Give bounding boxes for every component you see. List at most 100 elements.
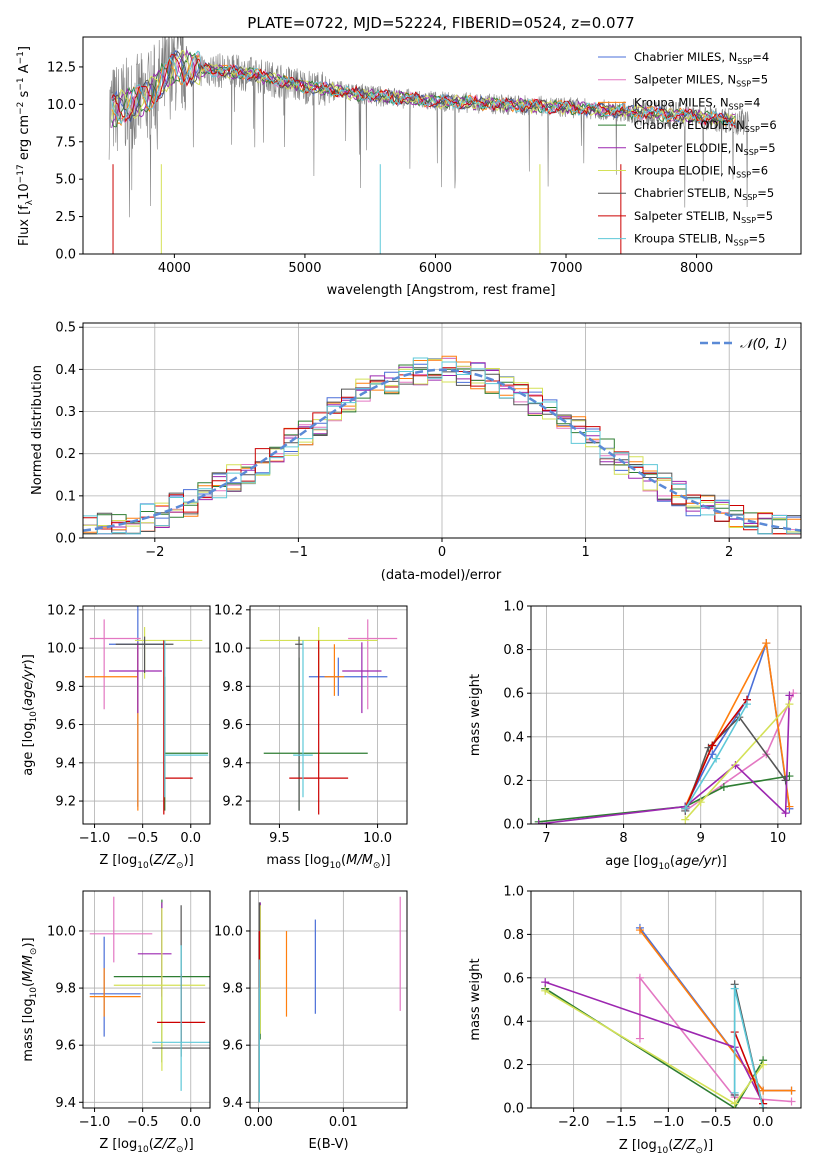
data-point xyxy=(712,754,721,763)
plot-area xyxy=(250,891,407,1108)
x-tick-label: 5000 xyxy=(288,261,321,276)
data-point xyxy=(708,750,717,759)
y-tick-label: 9.6 xyxy=(222,718,243,733)
plot-area xyxy=(83,891,210,1108)
y-tick-label: 9.6 xyxy=(222,1039,243,1054)
label-part: )] xyxy=(717,854,727,869)
data-point xyxy=(762,639,771,648)
legend-label: 𝒩(0, 1) xyxy=(740,337,787,352)
label-part: 10 xyxy=(29,987,39,999)
label-part: 10 xyxy=(29,711,39,723)
label-part: ( xyxy=(21,706,36,711)
y-tick-label: 9.2 xyxy=(222,795,243,810)
panel-5: −1.0 −0.5 0.09.49.69.810.0Z [log10(Z/Z⊙)]m… xyxy=(21,890,211,1155)
legend-label: Kroupa ELODIE, NSSP=6 xyxy=(634,164,768,180)
data-point xyxy=(759,1086,768,1095)
y-tick-label: 9.4 xyxy=(55,756,76,771)
y-tick-label: 0.2 xyxy=(503,1058,524,1073)
axes-frame xyxy=(82,322,802,539)
label-part: )] xyxy=(184,1137,194,1152)
panel-7: −2.0 −1.5 −1.0 −0.5 0.0 0.0 0.2 0.4 0.6 0.8 1.0 Z [… xyxy=(468,885,802,1156)
plot-area xyxy=(83,323,801,538)
x-axis-label: age [log10(age/yr)] xyxy=(605,854,727,872)
data-point xyxy=(730,984,739,993)
legend-value: =5 xyxy=(757,186,774,200)
label-part: −1 xyxy=(16,51,26,64)
residual-histogram xyxy=(83,355,801,535)
panel-1: −2 −1 0 1 2 0.0 0.1 0.2 0.3 0.4 0.5 𝒩(0, 1) (data-mo… xyxy=(30,321,802,583)
x-tick-label: 1 xyxy=(581,545,589,560)
legend-label: Chabrier ELODIE, NSSP=6 xyxy=(634,118,777,134)
y-tick-label: 10.2 xyxy=(47,603,76,618)
y-tick-label: 0.8 xyxy=(503,643,524,658)
data-point xyxy=(743,700,751,709)
label-part: λ xyxy=(25,199,35,205)
label-part: mass [log xyxy=(21,998,36,1061)
y-tick-label: 0.0 xyxy=(55,532,76,547)
data-point xyxy=(787,1086,796,1095)
label-part: 10 xyxy=(330,861,342,871)
label-part: mass weight xyxy=(468,674,483,756)
label-part: M/M xyxy=(346,853,373,868)
legend-label: Kroupa STELIB, NSSP=5 xyxy=(634,232,765,248)
label-part: ⊙ xyxy=(29,948,39,956)
data-point xyxy=(759,1060,768,1069)
x-tick-label: −0.5 xyxy=(127,1115,159,1130)
legend-value: =4 xyxy=(752,50,769,64)
plot-area xyxy=(250,606,407,824)
y-tick-label: 0.0 xyxy=(503,818,524,833)
label-part: E(B-V) xyxy=(308,1137,348,1152)
legend-sub: SSP xyxy=(742,193,757,202)
legend-series: Kroupa MILES, N xyxy=(634,95,729,109)
y-tick-label: 0.0 xyxy=(503,1102,524,1117)
y-tick-label: 0.2 xyxy=(55,447,76,462)
legend-sub: SSP xyxy=(741,216,756,225)
y-tick-label: 9.4 xyxy=(55,1096,76,1111)
model-spectrum xyxy=(111,50,736,127)
label-part: (data-model)/error xyxy=(381,568,502,583)
legend-series: Kroupa STELIB, N xyxy=(634,232,734,246)
legend-label: Chabrier STELIB, NSSP=5 xyxy=(634,186,774,202)
label-part: ( xyxy=(670,854,675,869)
y-axis-label: Normed distribution xyxy=(30,365,45,495)
mass-weight-line xyxy=(538,775,790,823)
label-part: )] xyxy=(380,853,390,868)
x-tick-label: −1.5 xyxy=(605,1115,637,1130)
data-point xyxy=(730,1099,739,1108)
legend-label: Salpeter ELODIE, NSSP=5 xyxy=(634,141,776,157)
label-part: ⊙ xyxy=(695,1146,703,1156)
legend-series: Kroupa ELODIE, N xyxy=(634,164,736,178)
y-tick-label: 9.2 xyxy=(55,795,76,810)
axes-frame xyxy=(82,605,211,825)
legend-value: =4 xyxy=(744,95,761,109)
data-point xyxy=(635,973,644,982)
x-tick-label: −0.5 xyxy=(700,1115,732,1130)
data-point xyxy=(719,782,728,791)
label-part: ( xyxy=(21,982,36,987)
data-point xyxy=(731,761,740,770)
y-tick-label: 0.6 xyxy=(503,971,524,986)
model-spectrum xyxy=(111,50,736,127)
y-tick-label: 9.4 xyxy=(222,1096,243,1111)
x-tick-label: 0 xyxy=(438,545,446,560)
legend-sub: SSP xyxy=(736,171,751,180)
y-tick-label: 7.5 xyxy=(55,135,76,150)
legend-value: =5 xyxy=(749,232,766,246)
panel-3: 9.5 10.0 9.2 9.4 9.6 9.8 10.0 10.2 mass [log10(M… xyxy=(214,603,408,871)
x-tick-label: 7000 xyxy=(549,261,582,276)
x-tick-label: −2.0 xyxy=(558,1115,590,1130)
panel-6: 0.00 0.01 9.4 9.6 9.8 10.0 E(B-V) xyxy=(214,890,408,1152)
label-part: Z [log xyxy=(99,1137,137,1152)
y-tick-label: 0.4 xyxy=(503,730,524,745)
y-tick-label: 0.6 xyxy=(503,687,524,702)
x-tick-label: 9.5 xyxy=(269,831,290,846)
x-axis-label: Z [log10(Z/Z⊙)] xyxy=(619,1138,713,1156)
panel-0: 4000 5000 6000 7000 8000 0.0 2.5 5.0 7.5 10.0 12.5… xyxy=(16,36,802,298)
y-tick-label: 10.0 xyxy=(214,642,243,657)
data-point xyxy=(635,926,644,935)
x-tick-label: 0.00 xyxy=(244,1115,273,1130)
y-tick-label: 9.6 xyxy=(55,718,76,733)
label-part: Z/Z xyxy=(153,853,177,868)
y-tick-label: 9.6 xyxy=(55,1039,76,1054)
